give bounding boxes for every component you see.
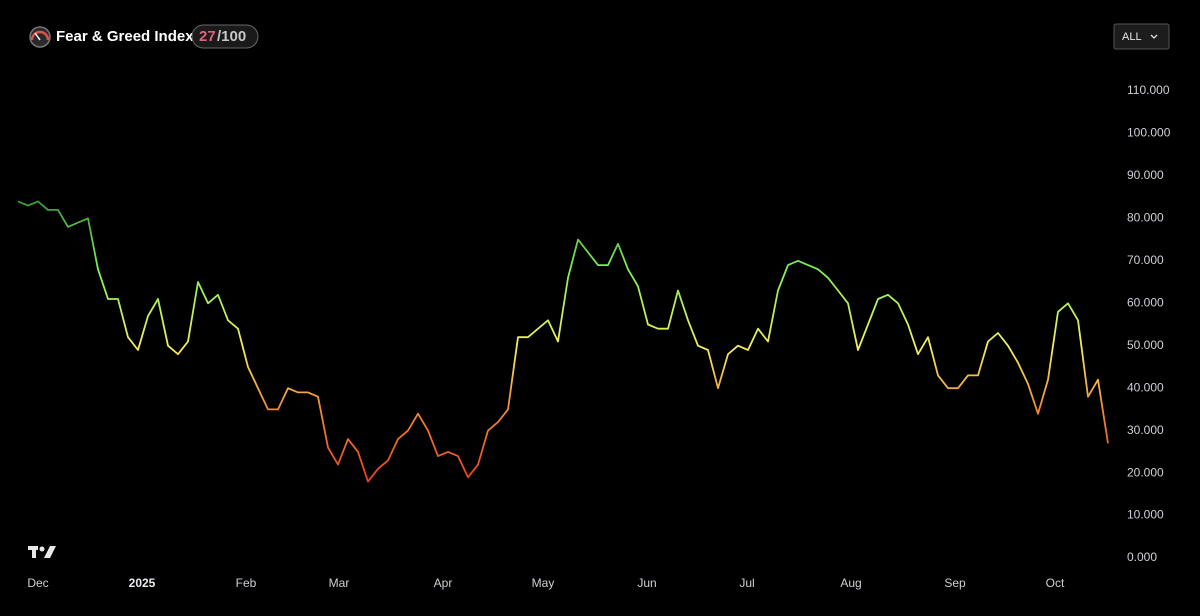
index-max: /100 xyxy=(217,28,246,45)
range-button-label[interactable]: ALL xyxy=(1122,31,1142,43)
x-tick-label: 2025 xyxy=(129,576,156,590)
x-tick-label: Apr xyxy=(434,576,453,590)
x-tick-label: Sep xyxy=(944,576,966,590)
y-tick-label: 60.000 xyxy=(1127,295,1164,309)
x-tick-label: Mar xyxy=(329,576,350,590)
x-tick-label: Oct xyxy=(1046,576,1065,590)
x-tick-label: Jul xyxy=(739,576,754,590)
y-tick-label: 110.000 xyxy=(1127,83,1170,97)
y-tick-label: 70.000 xyxy=(1127,253,1164,267)
x-tick-label: Dec xyxy=(27,576,48,590)
x-tick-label: May xyxy=(532,576,555,590)
y-tick-label: 90.000 xyxy=(1127,168,1164,182)
x-tick-label: Aug xyxy=(840,576,861,590)
dropdown-arrow[interactable] xyxy=(1150,34,1158,39)
y-tick-label: 0.000 xyxy=(1127,550,1157,564)
x-tick-label: Feb xyxy=(236,576,257,590)
range-button[interactable] xyxy=(1113,23,1170,50)
y-tick-label: 40.000 xyxy=(1127,380,1164,394)
y-tick-label: 20.000 xyxy=(1127,465,1164,479)
y-tick-label: 50.000 xyxy=(1127,338,1164,352)
x-tick-label: Jun xyxy=(637,576,656,590)
y-tick-label: 100.000 xyxy=(1127,126,1171,140)
value-badge xyxy=(191,24,259,49)
chart-title: Fear & Greed Index xyxy=(56,28,194,45)
y-tick-label: 10.000 xyxy=(1127,508,1164,522)
line-series xyxy=(17,200,1109,483)
y-tick-label: 30.000 xyxy=(1127,423,1164,437)
logo-icon xyxy=(29,26,51,48)
y-tick-label: 80.000 xyxy=(1127,211,1164,225)
tradingview-logo xyxy=(28,546,56,558)
index-value: 27 xyxy=(199,28,216,45)
